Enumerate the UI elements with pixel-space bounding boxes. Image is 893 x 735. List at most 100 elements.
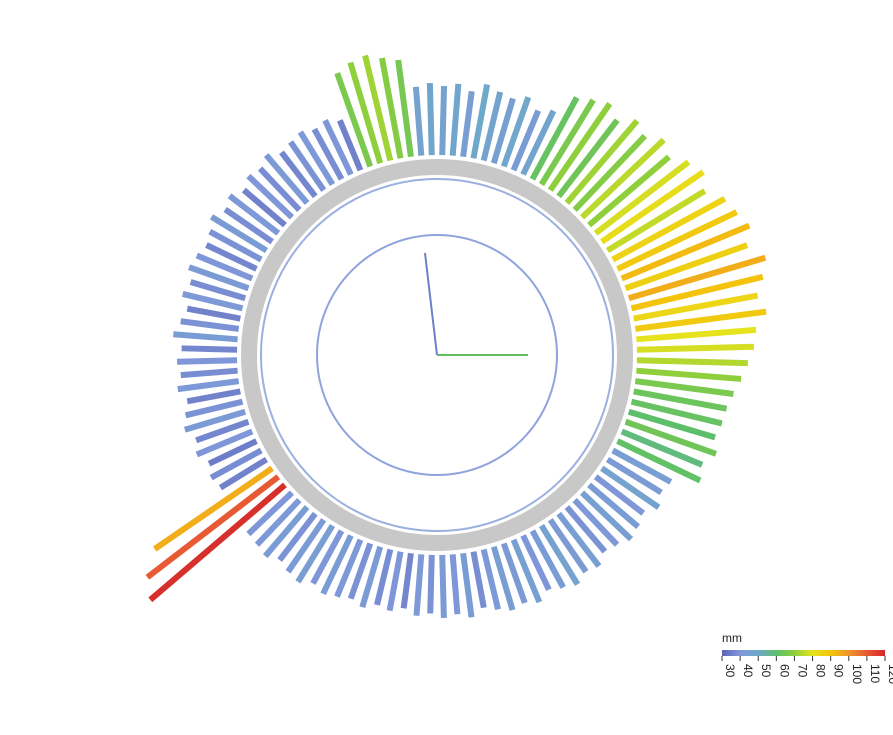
bar (611, 196, 727, 263)
bar (374, 548, 394, 606)
bar (510, 538, 543, 604)
bar (572, 498, 620, 547)
bar (311, 127, 345, 181)
bar (208, 229, 263, 263)
bar (556, 118, 620, 199)
bar (529, 529, 566, 589)
bar (412, 86, 425, 156)
bar (564, 505, 608, 554)
bar (427, 554, 435, 614)
tree-branch (424, 252, 438, 356)
bar (490, 545, 516, 611)
bar (195, 418, 250, 444)
bar (426, 83, 435, 156)
bar (257, 166, 302, 212)
colorbar-tick-label: 30 (723, 664, 737, 678)
bar (439, 86, 448, 156)
bar (634, 308, 767, 332)
bar (593, 474, 646, 516)
bar (246, 490, 294, 537)
bar (460, 552, 475, 618)
bar (460, 90, 475, 158)
bar (593, 159, 691, 236)
bars (145, 54, 767, 618)
bar (209, 447, 263, 481)
bar (480, 91, 504, 162)
bar (624, 242, 749, 292)
bar (624, 418, 718, 457)
bar (359, 545, 384, 609)
colorbar-tick-label: 50 (759, 664, 773, 678)
colorbar-tick-label: 100 (850, 664, 864, 684)
bar (627, 408, 716, 441)
bar (262, 505, 310, 559)
bar (510, 109, 541, 172)
bar (347, 61, 384, 165)
bar (263, 153, 310, 205)
bar (205, 242, 258, 272)
bar (188, 264, 250, 292)
bar (616, 438, 702, 484)
colorbar-tick-label: 90 (832, 664, 846, 678)
colorbar-tick-label: 40 (741, 664, 755, 678)
bar (347, 542, 374, 600)
bar (500, 542, 528, 604)
bar (246, 173, 294, 220)
colorbar-tick-label: 60 (777, 664, 791, 678)
bar (254, 498, 302, 547)
colorbar (722, 650, 885, 656)
bar (636, 367, 742, 382)
bar (490, 97, 516, 165)
bar (636, 343, 754, 353)
bar (600, 169, 705, 245)
bar (395, 59, 414, 158)
bar (556, 511, 602, 568)
bar (633, 388, 728, 412)
bar (620, 222, 751, 282)
colorbar-label: mm (722, 631, 742, 645)
bar (153, 465, 274, 552)
bar (182, 291, 244, 312)
bar (186, 388, 241, 405)
bar (181, 345, 238, 353)
bar (195, 252, 254, 282)
bar (173, 331, 238, 343)
bar (279, 150, 318, 199)
bar (209, 214, 269, 254)
bar (334, 72, 374, 168)
bar (572, 133, 648, 212)
bar (413, 554, 425, 616)
bar (580, 490, 634, 542)
colorbar-tick-label: 120 (886, 664, 893, 684)
bar (538, 98, 596, 187)
bar (470, 84, 491, 159)
bar (470, 551, 487, 609)
bar (529, 96, 580, 181)
bar (630, 398, 723, 427)
bar (587, 482, 641, 530)
bar (620, 428, 704, 468)
bar (449, 554, 461, 615)
bar (439, 554, 447, 618)
bar (605, 188, 707, 254)
tree-ring (260, 178, 614, 532)
bar (362, 54, 394, 162)
bar (288, 140, 327, 192)
bar (227, 193, 281, 236)
bar (180, 318, 240, 332)
bar (177, 378, 240, 393)
bar (627, 254, 767, 302)
tree-ring (316, 234, 558, 476)
bar (520, 109, 557, 176)
bar (285, 518, 327, 574)
bar (580, 137, 666, 220)
bar (520, 534, 552, 591)
bar (636, 357, 748, 367)
bar (547, 518, 589, 574)
bar (322, 119, 354, 176)
bar (277, 511, 318, 562)
bar (630, 273, 764, 312)
bar (295, 523, 336, 584)
